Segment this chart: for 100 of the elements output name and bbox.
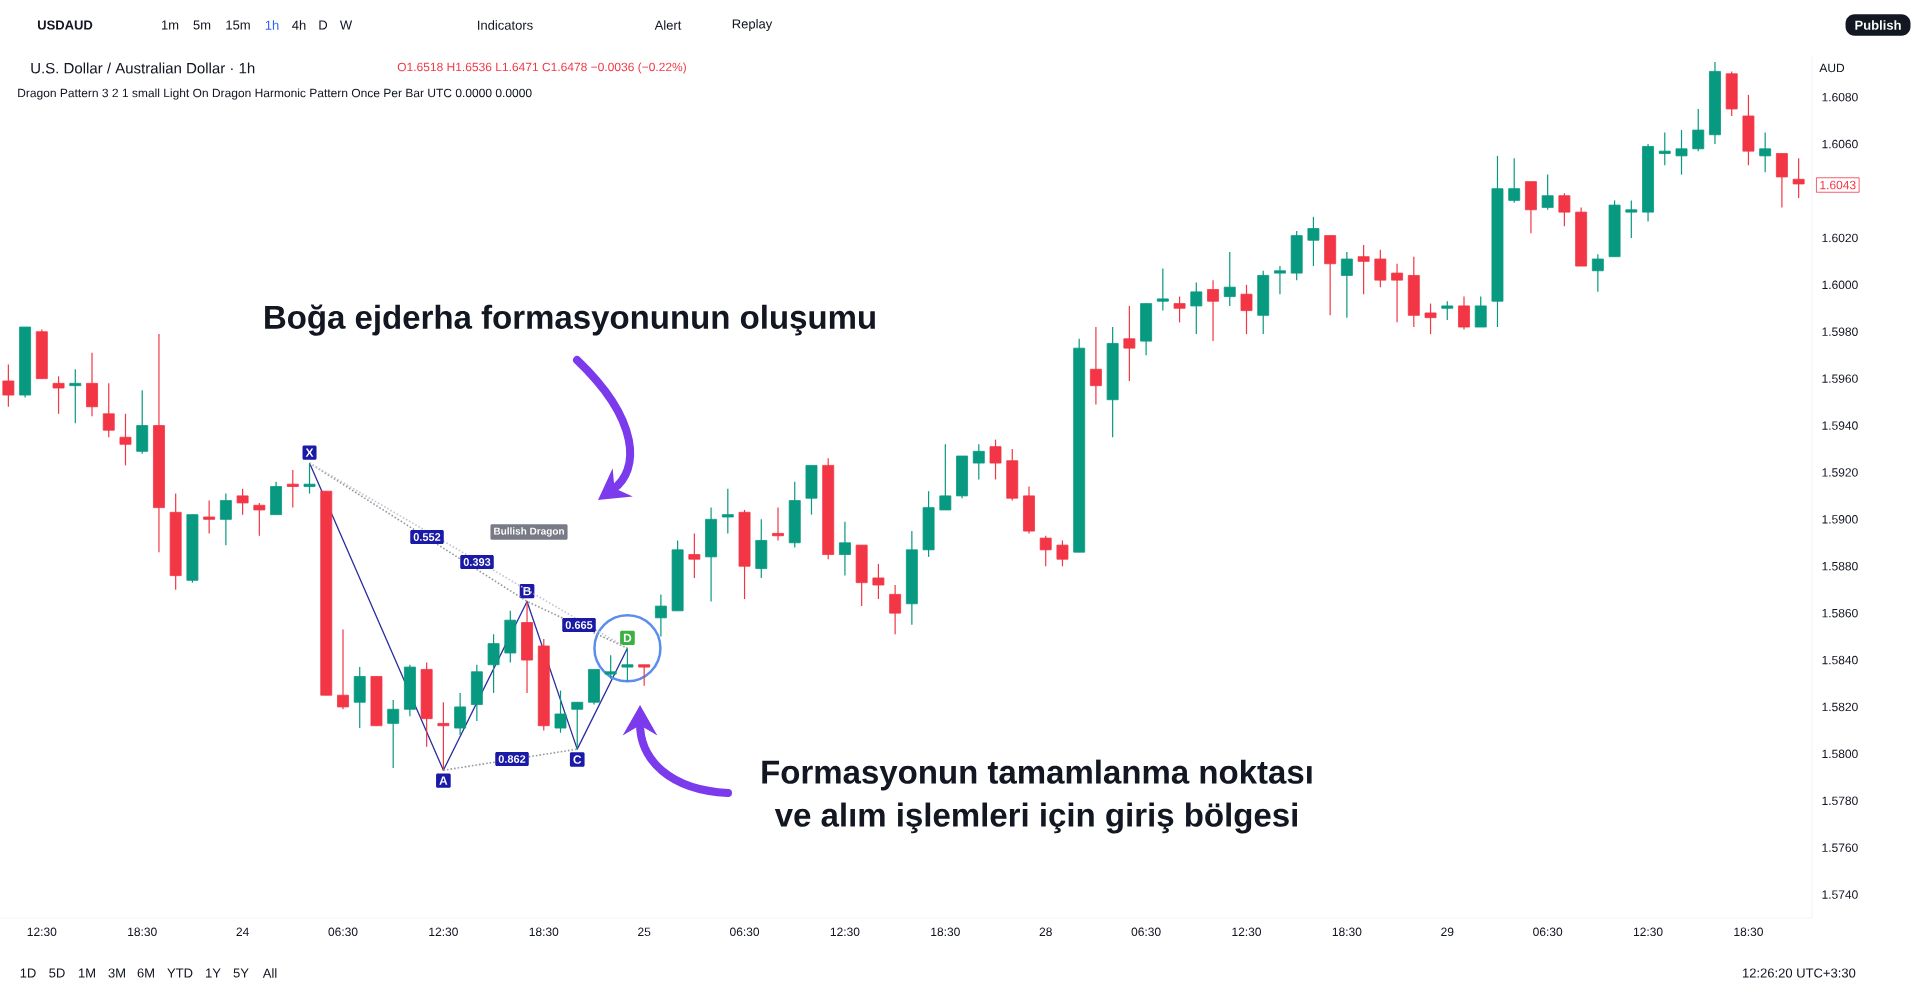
- x-tick-label: 12:30: [429, 927, 458, 937]
- candlestick: [721, 488, 734, 535]
- x-tick-label: 18:30: [931, 927, 960, 937]
- candlestick: [52, 375, 65, 415]
- candlestick: [236, 488, 249, 516]
- y-tick-label: 1.5860: [1822, 608, 1858, 618]
- candlestick: [688, 532, 701, 579]
- candlestick: [772, 507, 784, 542]
- candlestick: [86, 352, 98, 417]
- candlestick: [1156, 267, 1169, 312]
- x-tick-label: 12:30: [27, 927, 57, 937]
- text: Alert: [654, 20, 682, 30]
- candlestick: [1340, 251, 1353, 319]
- text: AUD: [1819, 63, 1845, 73]
- x-tick-label: 12:30: [1633, 927, 1663, 937]
- candlestick: [203, 499, 216, 535]
- text: W: [339, 20, 353, 30]
- text: 1M: [78, 968, 95, 978]
- x-tick-label: 12:30: [1232, 927, 1262, 937]
- text: 5Y: [233, 968, 249, 978]
- candlestick: [1391, 263, 1403, 323]
- y-tick-label: 1.5940: [1822, 421, 1858, 430]
- y-tick-label: 1.6060: [1822, 139, 1858, 149]
- y-tick-label: 1.5840: [1822, 655, 1858, 665]
- x-tick-label: 29: [1441, 927, 1454, 937]
- candlestick: [1374, 249, 1387, 288]
- annotation: ve alım işlemleri için giriş bölgesi: [774, 802, 1297, 834]
- text: 15m: [226, 20, 250, 30]
- candlestick: [454, 692, 467, 736]
- candlestick: [1591, 253, 1604, 293]
- data-label: C: [573, 755, 582, 764]
- x-tick-label: 24: [236, 927, 249, 936]
- candlestick: [337, 628, 349, 710]
- x-tick-label: 25: [638, 927, 651, 937]
- text: All: [262, 968, 277, 978]
- text: 3M: [108, 968, 125, 978]
- text: 4h: [292, 20, 306, 30]
- text: 5m: [193, 20, 211, 30]
- text: 5D: [49, 968, 65, 978]
- annotation: 0.862: [498, 755, 526, 763]
- candlestick: [1307, 216, 1320, 267]
- candlestick: [102, 382, 115, 438]
- annotation: O1.6518 H1.6536 L1.6471 C1.6478 −0.0036 (−0.22%): [397, 62, 686, 74]
- candlestick: [654, 593, 667, 638]
- text: USDAUD: [37, 20, 93, 30]
- candlestick: [839, 521, 851, 577]
- text: 12:26:20 UTC+3:30: [1742, 968, 1856, 978]
- candlestick: [219, 492, 232, 546]
- y-tick-label: 1.5960: [1822, 374, 1858, 383]
- annotation: Formasyonun tamamlanma noktası: [762, 759, 1312, 791]
- candlestick: [1541, 174, 1554, 211]
- annotation: Boğa ejderha formasyonunun oluşumu: [265, 304, 875, 336]
- y-tick-label: 1.6020: [1822, 233, 1858, 243]
- annotation: 0.552: [413, 533, 441, 541]
- y-tick-label: 1.6080: [1822, 92, 1858, 102]
- candlestick: [1759, 131, 1772, 173]
- candlestick: [1424, 302, 1437, 335]
- candlestick: [1675, 129, 1688, 176]
- candlestick: [1190, 281, 1203, 335]
- data-label: D: [623, 633, 632, 643]
- data-label: A: [439, 776, 448, 785]
- candlestick: [303, 462, 316, 495]
- candlestick: [571, 701, 584, 750]
- annotation: Dragon Pattern 3 2 1 small Light On Dragon Harmonic Pattern Once Per Bar UTC 0.0000 0.0000: [18, 88, 532, 100]
- candlestick: [1441, 300, 1454, 321]
- candlestick: [1558, 192, 1571, 227]
- candlestick: [387, 699, 400, 769]
- candlestick: [437, 701, 450, 771]
- candlestick: [487, 633, 500, 694]
- y-tick-label: 1.5920: [1822, 468, 1858, 477]
- y-tick-label: 1.5980: [1822, 327, 1858, 336]
- candlestick: [554, 689, 567, 734]
- candlestick: [1274, 265, 1286, 295]
- x-tick-label: 06:30: [1533, 927, 1563, 937]
- candlestick: [872, 563, 885, 600]
- candlestick: [286, 469, 299, 509]
- candlestick: [1508, 157, 1521, 204]
- x-tick-label: 18:30: [1734, 927, 1763, 937]
- candlestick: [1173, 295, 1186, 323]
- candlestick: [989, 439, 1002, 481]
- candlestick: [1039, 535, 1052, 567]
- candlestick: [1240, 284, 1253, 335]
- text: 1.6043: [1820, 180, 1856, 190]
- candlestick: [1625, 199, 1638, 239]
- annotation: Bullish Dragon: [494, 527, 564, 537]
- text: Indicators: [478, 20, 533, 30]
- candlestick: [69, 368, 82, 424]
- data-label: X: [305, 448, 314, 457]
- text: 6M: [137, 968, 154, 978]
- candlestick: [1775, 152, 1788, 209]
- y-tick-label: 1.6000: [1822, 280, 1858, 290]
- x-tick-label: 18:30: [128, 927, 157, 937]
- x-tick-label: 28: [1039, 927, 1052, 937]
- candlestick: [1474, 295, 1487, 328]
- text: YTD: [167, 968, 193, 978]
- y-tick-label: 1.5880: [1822, 562, 1858, 571]
- candlestick: [1692, 108, 1705, 152]
- candlestick: [889, 584, 902, 635]
- annotation: 0.665: [565, 621, 593, 629]
- candlestick: [939, 443, 952, 511]
